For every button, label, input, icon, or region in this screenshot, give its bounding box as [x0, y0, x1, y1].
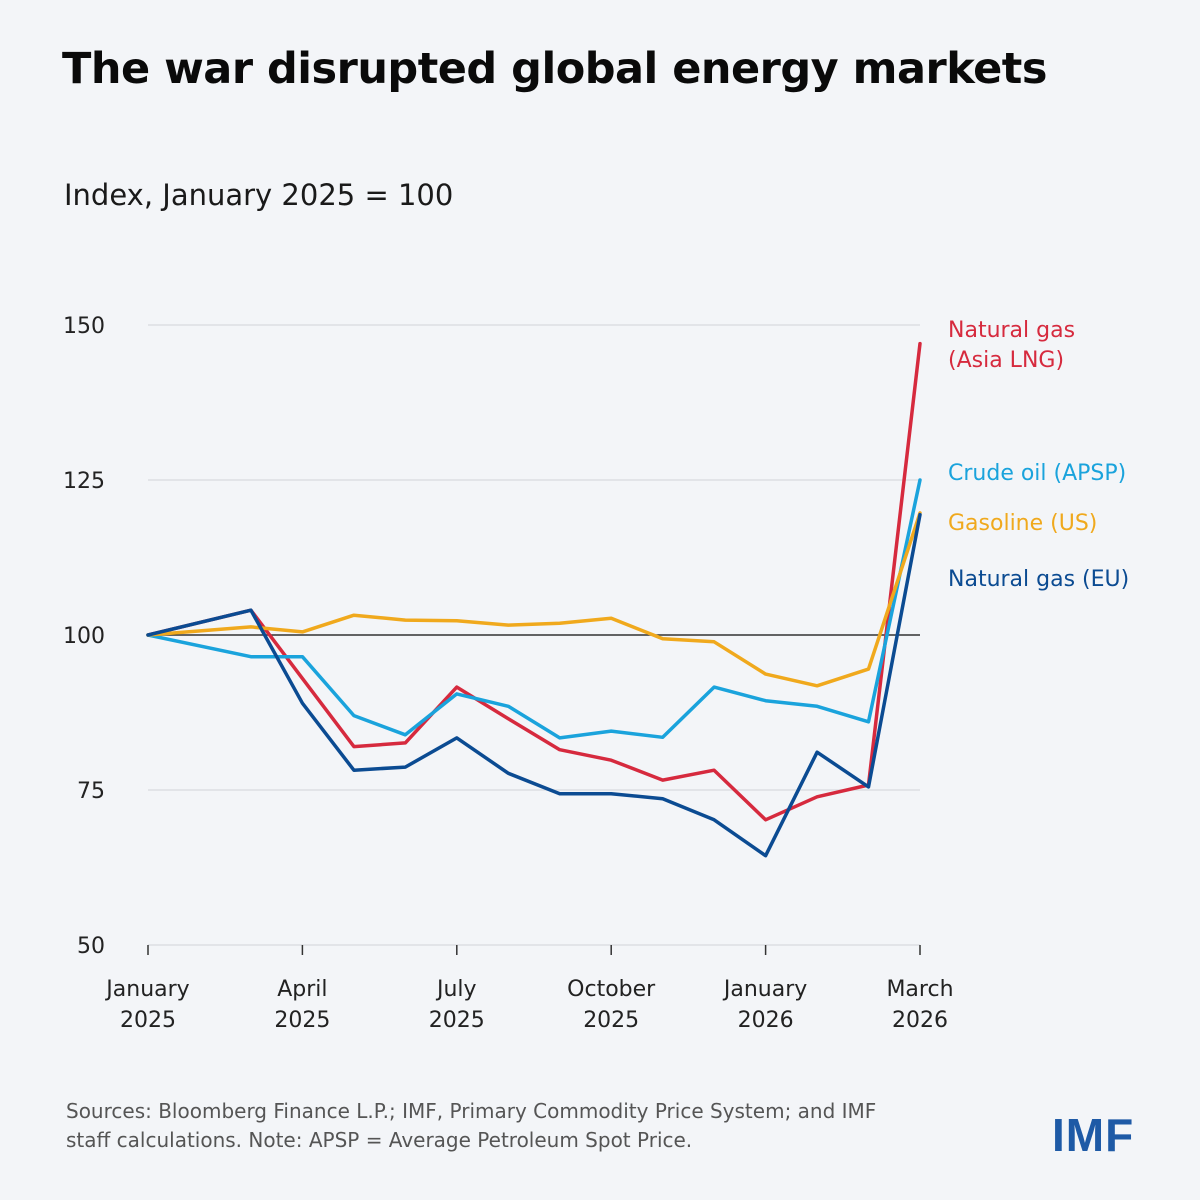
x-tick-label: March — [886, 977, 953, 1002]
source-line-1: Sources: Bloomberg Finance L.P.; IMF, Pr… — [66, 1099, 877, 1123]
x-tick-label: 2025 — [120, 1008, 176, 1033]
series-label: (Asia LNG) — [948, 348, 1064, 373]
x-tick-label: July — [435, 977, 477, 1002]
x-tick-label: 2025 — [583, 1008, 639, 1033]
series-line — [146, 341, 922, 822]
series-label: Natural gas (EU) — [948, 567, 1129, 592]
y-tick-label: 100 — [63, 624, 105, 649]
x-tick-label: April — [277, 977, 327, 1002]
x-tick-label: 2025 — [429, 1008, 485, 1033]
chart-subtitle: Index, January 2025 = 100 — [64, 178, 454, 212]
series-label: Gasoline (US) — [948, 511, 1097, 536]
series-line — [146, 512, 922, 858]
imf-logo: IMF — [1052, 1109, 1135, 1161]
series-line — [146, 478, 922, 740]
y-tick-label: 50 — [77, 934, 105, 959]
source-line-2: staff calculations. Note: APSP = Average… — [66, 1128, 693, 1152]
series-label: Crude oil (APSP) — [948, 461, 1126, 486]
x-tick-label: 2026 — [738, 1008, 794, 1033]
x-tick-label: 2025 — [274, 1008, 330, 1033]
x-tick-label: January — [722, 977, 807, 1002]
x-tick-label: October — [567, 977, 656, 1002]
y-tick-label: 150 — [63, 314, 105, 339]
y-tick-label: 75 — [77, 779, 105, 804]
x-tick-label: January — [104, 977, 189, 1002]
series-label: Natural gas — [948, 318, 1075, 343]
x-tick-label: 2026 — [892, 1008, 948, 1033]
series-line — [146, 511, 922, 688]
chart-title: The war disrupted global energy markets — [62, 44, 1047, 94]
source-note: Sources: Bloomberg Finance L.P.; IMF, Pr… — [66, 1097, 986, 1155]
y-tick-label: 125 — [63, 469, 105, 494]
